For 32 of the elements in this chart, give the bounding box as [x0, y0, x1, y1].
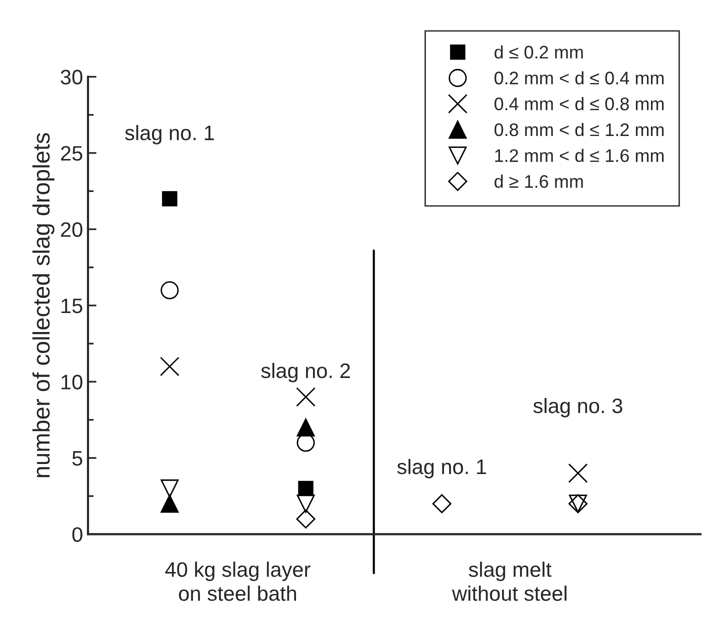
annotation: slag no. 2: [261, 362, 350, 382]
point: [296, 494, 315, 513]
point: [568, 463, 588, 483]
y-tick-label: 15: [62, 298, 82, 314]
legend-label: 1.2 mm < d ≤ 1.6 mm: [495, 148, 664, 162]
point: [162, 191, 178, 206]
y-tick-label: 20: [61, 222, 82, 237]
point: [296, 509, 316, 528]
y-tick-label: 0: [72, 527, 82, 542]
text: 40 kg slag layer on steel bath: [165, 562, 310, 601]
text: slag melt without steel: [452, 562, 566, 601]
y-tick-label: 30: [60, 70, 82, 85]
point: [296, 387, 316, 407]
y-tick-label: 10: [62, 374, 82, 390]
legend-label: 0.8 mm < d ≤ 1.2 mm: [494, 122, 664, 136]
point: [160, 479, 179, 498]
y-tick-label: 5: [72, 451, 82, 466]
legend-label: 0.2 mm < d ≤ 0.4 mm: [494, 71, 664, 84]
point: [160, 356, 180, 376]
legend-label: 0.4 mm < d ≤ 0.8 mm: [494, 97, 664, 110]
point: [160, 281, 179, 300]
annotation: slag no. 1: [125, 124, 214, 144]
annotation: slag no. 3: [533, 398, 622, 418]
annotation: slag no. 1: [397, 458, 486, 478]
legend-label: d ≥ 1.6 mm: [494, 174, 583, 188]
y-tick-label: 25: [61, 146, 82, 161]
point: [298, 480, 314, 496]
y-axis-title: number of collected slag droplets: [32, 133, 54, 478]
point: [432, 494, 452, 514]
point: [296, 418, 315, 436]
point: [160, 494, 179, 513]
legend-label: d ≤ 0.2 mm: [494, 45, 583, 59]
